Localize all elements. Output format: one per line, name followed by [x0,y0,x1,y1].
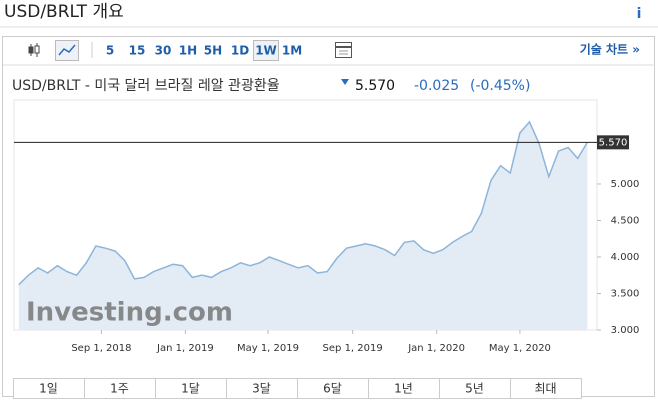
price-line [18,120,589,286]
range-label: 1주 [110,382,129,396]
range-label: 5년 [465,382,484,396]
x-tick-label: May 1, 2020 [489,343,551,354]
interval-button[interactable]: 1W [255,44,277,58]
last-price-label: 5.570 [599,137,628,148]
interval-button[interactable]: 5H [204,44,222,58]
price: 5.570 [355,78,395,94]
area-fill [18,121,588,331]
interval-selected [253,40,279,61]
range-label: 최대 [534,382,556,396]
page-title: USD/BRLT 개요 [4,2,124,22]
last-price-box [597,135,629,150]
x-tick-label: May 1, 2019 [237,343,299,354]
range-label: 1년 [394,382,413,396]
y-tick-label: 3.000 [611,325,640,336]
down-arrow [341,79,349,85]
change-percent: (-0.45%) [470,78,530,94]
interval-button[interactable]: 15 [129,44,146,58]
line-icon-glyph [58,44,76,56]
watermark: Investing.com [26,298,233,328]
x-tick-label: Jan 1, 2019 [156,343,214,354]
interval-button[interactable]: 1H [179,44,197,58]
info-icon[interactable]: i [637,6,642,22]
x-tick-label: Sep 1, 2019 [323,343,383,354]
y-tick-label: 3.500 [611,288,640,299]
range-button[interactable] [510,378,582,399]
interval-button[interactable]: 30 [155,44,172,58]
y-tick-label: 4.000 [611,252,640,263]
change: -0.025 [414,78,459,94]
technical-chart-link[interactable]: 기술 차트 » [580,42,640,57]
y-tick-label: 5.000 [611,179,640,190]
range-label: 1일 [39,382,58,396]
range-label: 1달 [181,382,200,396]
range-label: 6달 [323,382,342,396]
x-tick-label: Sep 1, 2018 [71,343,131,354]
x-tick-label: Jan 1, 2020 [407,343,465,354]
interval-button[interactable]: 5 [106,44,114,58]
interval-button[interactable]: 1D [231,44,249,58]
calendar-icon[interactable] [335,42,352,58]
candle-icon[interactable] [28,43,40,57]
range-label: 3달 [252,382,271,396]
y-tick-label: 4.500 [611,215,640,226]
interval-button[interactable]: 1M [282,44,302,58]
instrument-name: USD/BRLT - 미국 달러 브라질 레알 관광환율 [12,78,280,94]
